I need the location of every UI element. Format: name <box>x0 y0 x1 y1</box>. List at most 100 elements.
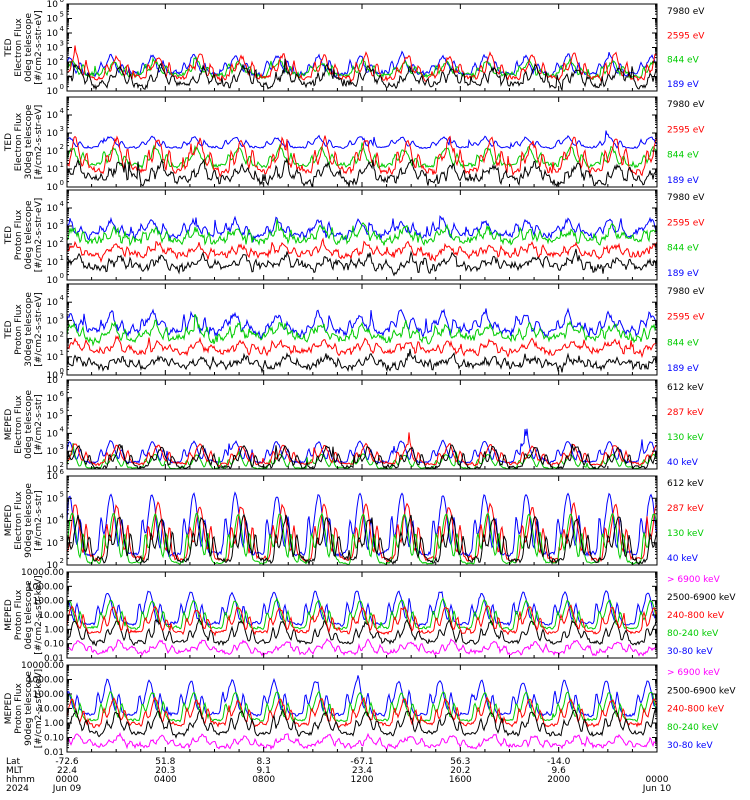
y-axis-label: MEPED Proton Flux 0deg telescope [#/cm2-s-s… <box>4 575 44 654</box>
y-tick-label: 10 <box>47 183 59 193</box>
y-tick-label: 10 <box>47 561 59 571</box>
y-axis-label: TED Electron Flux 30deg telescope [#/cm2-s-… <box>4 104 44 179</box>
row-label-year: 2024 <box>6 784 29 794</box>
legend-entry: 844 eV <box>667 151 700 161</box>
series-287-kev <box>67 501 657 563</box>
y-tick-exponent: 2 <box>60 331 64 339</box>
y-tick-label: 10000.00 <box>21 568 64 578</box>
y-axis-label-line: 0deg telescope <box>24 390 34 460</box>
legend-entry: 30-80 keV <box>667 647 713 657</box>
series-2595-ev <box>67 135 657 178</box>
y-axis-label: MEPED Proton Flux 90deg telescope [#/cm2-s-… <box>4 669 44 748</box>
y-tick-label: 10 <box>47 73 59 83</box>
y-axis-label-line: [#/cm2-s-str-keV] <box>34 669 44 748</box>
y-tick-label: 10 <box>47 472 59 482</box>
legend-entry: 7980 eV <box>667 100 705 110</box>
legend-entry: 2500-6900 keV <box>667 686 736 696</box>
legend-entry: 844 eV <box>667 244 700 254</box>
y-tick-exponent: 4 <box>60 425 65 433</box>
y-axis-label-line: MEPED <box>4 599 14 631</box>
series-2500-6900-kev <box>67 706 657 739</box>
y-tick-exponent: 3 <box>60 218 64 226</box>
legend-entry: 2595 eV <box>667 125 705 135</box>
panel-meped-proton-0deg: 0.010.101.0010.00100.001000.0010000.00ME… <box>4 568 736 664</box>
y-axis-label: TED Proton Flux 30deg telescope [#/cm2-s-st… <box>4 292 44 367</box>
y-tick-label: 10 <box>47 465 59 475</box>
row-label-hhmm: hhmm <box>6 775 35 785</box>
legend-entry: 240-800 keV <box>667 705 725 715</box>
y-tick-exponent: 2 <box>60 54 64 62</box>
x-tick-mlt: 9.6 <box>552 766 567 776</box>
y-tick-label: 10 <box>47 258 59 268</box>
y-tick-label: 10 <box>47 58 59 68</box>
y-axis-label-line: TED <box>4 133 14 152</box>
y-tick-label: 0.10 <box>44 734 64 744</box>
y-tick-label: 10 <box>47 517 59 527</box>
y-tick-exponent: 2 <box>60 143 64 151</box>
legend-entry: 80-240 keV <box>667 629 719 639</box>
y-tick-label: 10 <box>47 87 59 97</box>
y-axis-label-line: 0deg telescope <box>24 200 34 270</box>
panel-data <box>67 307 657 374</box>
series-844-ev <box>67 219 657 247</box>
y-axis-label-line: Electron Flux <box>14 112 24 171</box>
panel-data <box>67 491 657 565</box>
y-axis-label-line: MEPED <box>4 693 14 725</box>
y-tick-label: 10 <box>47 29 59 39</box>
y-tick-exponent: 5 <box>60 11 64 19</box>
x-tick-hhmm: 1200 <box>351 775 374 785</box>
y-tick-exponent: 3 <box>60 535 64 543</box>
x-tick-mlt: 9.1 <box>257 766 271 776</box>
y-axis-label-line: Electron Flux <box>14 18 24 77</box>
y-axis-label-line: TED <box>4 226 14 245</box>
x-tick-lat: 51.8 <box>155 757 175 767</box>
y-axis-label-line: [#/cm2-s-str] <box>34 490 44 550</box>
y-tick-exponent: 4 <box>60 200 65 208</box>
legend-entry: 7980 eV <box>667 193 705 203</box>
series--6900-kev <box>67 732 657 751</box>
legend-entry: 30-80 keV <box>667 741 713 751</box>
series-2595-ev <box>67 237 657 264</box>
y-axis-label-line: TED <box>4 38 14 57</box>
y-tick-label: 10 <box>47 539 59 549</box>
x-tick-date: Jun 10 <box>642 784 672 794</box>
y-tick-label: 10 <box>47 15 59 25</box>
x-tick-lat: 56.3 <box>450 757 470 767</box>
y-axis-label: TED Electron Flux 0deg telescope [#/cm2-s-s… <box>4 10 44 85</box>
y-tick-label: 0.01 <box>44 654 64 664</box>
panel-data <box>67 130 657 187</box>
y-axis-label: TED Proton Flux 0deg telescope [#/cm2-s-str… <box>4 198 44 273</box>
legend-entry: 287 keV <box>667 504 704 514</box>
y-axis-label-line: 30deg telescope <box>24 292 34 367</box>
x-tick-hhmm: 0000 <box>56 775 79 785</box>
series-844-ev <box>67 56 657 81</box>
legend-entry: 2595 eV <box>667 31 705 41</box>
y-tick-exponent: 4 <box>60 25 65 33</box>
series-844-ev <box>67 314 657 347</box>
legend-entry: 844 eV <box>667 338 700 348</box>
y-tick-exponent: 1 <box>60 254 64 262</box>
x-tick-hhmm: 0800 <box>252 775 275 785</box>
y-tick-exponent: 2 <box>60 461 64 469</box>
y-tick-label: 10 <box>47 353 59 363</box>
legend-entry: > 6900 keV <box>667 575 721 585</box>
panel-data <box>67 590 657 657</box>
y-axis-label-line: [#/cm2-s-str-eV] <box>34 105 44 180</box>
legend-entry: 7980 eV <box>667 287 705 297</box>
panel-data <box>67 215 657 277</box>
y-axis-label-line: 90deg telescope <box>24 671 34 746</box>
legend-entry: 7980 eV <box>667 7 705 17</box>
y-tick-exponent: 6 <box>60 468 65 476</box>
x-tick-hhmm: 0400 <box>154 775 177 785</box>
legend-entry: 80-240 keV <box>667 723 719 733</box>
y-tick-exponent: 5 <box>60 490 64 498</box>
y-axis-label-line: 90deg telescope <box>24 483 34 558</box>
y-axis-label-line: TED <box>4 320 14 339</box>
legend-entry: 612 keV <box>667 383 704 393</box>
y-tick-exponent: 6 <box>60 390 65 398</box>
x-tick-lat: -14.0 <box>547 757 571 767</box>
y-tick-exponent: 3 <box>60 312 64 320</box>
